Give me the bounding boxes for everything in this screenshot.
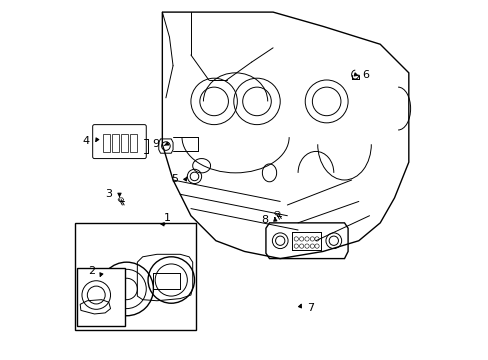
Text: 2: 2: [88, 266, 95, 276]
Bar: [75, 223, 196, 330]
Text: 9: 9: [152, 139, 159, 149]
Bar: [112, 134, 119, 152]
Bar: [121, 134, 127, 152]
Text: 4: 4: [82, 136, 89, 146]
Bar: [77, 267, 124, 327]
Bar: [130, 134, 136, 152]
Text: 8: 8: [261, 215, 267, 225]
Text: 1: 1: [164, 212, 171, 222]
Text: 3: 3: [105, 189, 112, 199]
Text: 7: 7: [306, 302, 313, 312]
Text: 6: 6: [362, 69, 369, 80]
Text: 5: 5: [171, 174, 178, 184]
Bar: [103, 134, 110, 152]
